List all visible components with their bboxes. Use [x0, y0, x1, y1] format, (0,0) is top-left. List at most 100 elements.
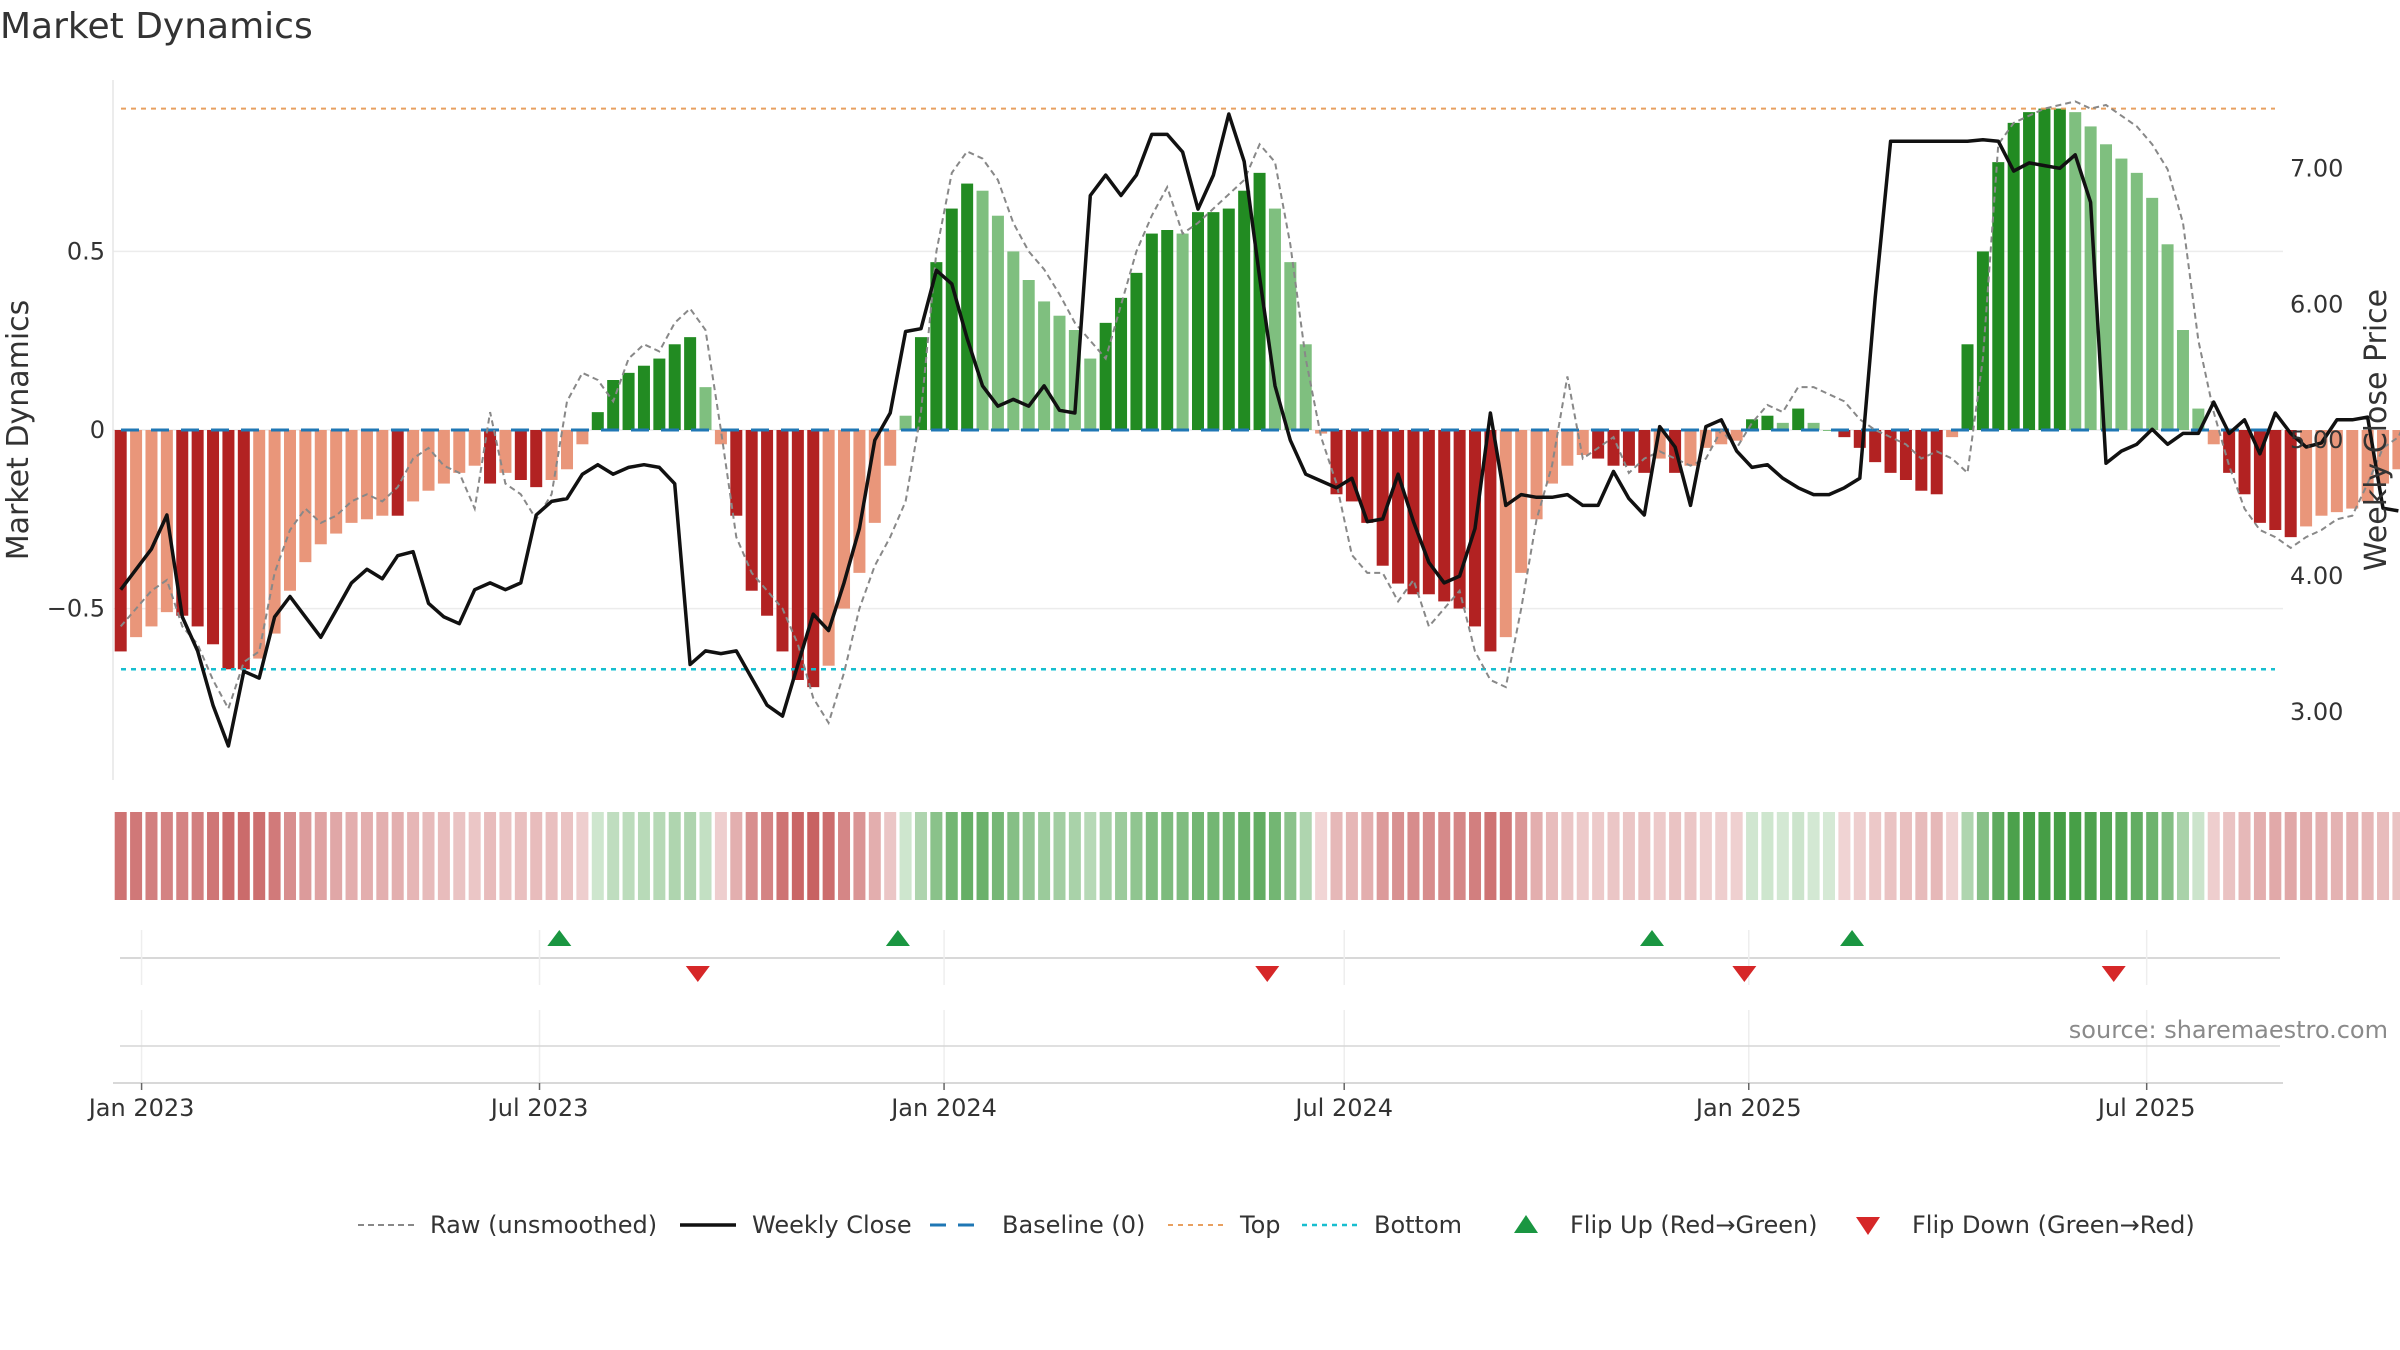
- regime-cell: [1453, 812, 1466, 900]
- dynamics-bar: [899, 415, 912, 430]
- dynamics-bar: [1499, 430, 1512, 638]
- flip-down-marker: [1255, 966, 1280, 982]
- regime-cell: [622, 812, 635, 900]
- regime-cell: [761, 812, 774, 900]
- dynamics-bar: [761, 430, 774, 616]
- regime-cell: [191, 812, 204, 900]
- dynamics-bar: [2146, 197, 2159, 430]
- regime-cell: [1022, 812, 1035, 900]
- legend-swatch: [1514, 1215, 1538, 1233]
- regime-cell: [1499, 812, 1512, 900]
- flip-down-marker: [2101, 966, 2126, 982]
- dynamics-bar: [1484, 430, 1497, 652]
- dynamics-bar: [253, 430, 266, 659]
- regime-cell: [1238, 812, 1251, 900]
- dynamics-bar: [268, 430, 281, 634]
- regime-cell: [1038, 812, 1051, 900]
- dynamics-bar: [191, 430, 204, 627]
- chart-title: Market Dynamics: [0, 6, 313, 47]
- dynamics-bar: [330, 430, 343, 534]
- y-left-tick-label: 0.5: [67, 237, 105, 265]
- dynamics-bar: [976, 190, 989, 430]
- dynamics-bar: [1930, 430, 1943, 495]
- regime-cell: [1084, 812, 1097, 900]
- dynamics-bar: [961, 183, 974, 430]
- x-tick-label: Jul 2024: [1293, 1094, 1393, 1122]
- regime-cell: [2146, 812, 2159, 900]
- regime-cell: [1299, 812, 1312, 900]
- regime-cell: [1746, 812, 1759, 900]
- regime-cell: [1761, 812, 1774, 900]
- legend-label: Weekly Close: [752, 1211, 912, 1239]
- regime-cell: [714, 812, 727, 900]
- regime-cell: [114, 812, 127, 900]
- legend-item: Flip Up (Red→Green): [1514, 1211, 1818, 1239]
- dynamics-bar: [222, 430, 235, 670]
- dynamics-bar: [1407, 430, 1420, 595]
- dynamics-bar: [1099, 322, 1112, 430]
- dynamics-bar: [1792, 408, 1805, 430]
- dynamics-bar: [684, 337, 697, 430]
- dynamics-bar: [1222, 208, 1235, 430]
- dynamics-bar: [2161, 244, 2174, 430]
- regime-cell: [1268, 812, 1281, 900]
- dynamics-bar: [2330, 430, 2343, 513]
- regime-cell: [2253, 812, 2266, 900]
- regime-cell: [160, 812, 173, 900]
- regime-cell: [1176, 812, 1189, 900]
- dynamics-bar: [1084, 358, 1097, 430]
- regime-cell: [360, 812, 373, 900]
- regime-cell: [1930, 812, 1943, 900]
- x-tick-label: Jan 2025: [1694, 1094, 1802, 1122]
- regime-cell: [2084, 812, 2097, 900]
- dynamics-bar: [2053, 108, 2066, 431]
- regime-cell: [1884, 812, 1897, 900]
- dynamics-bar: [668, 344, 681, 430]
- legend-label: Flip Up (Red→Green): [1570, 1211, 1818, 1239]
- regime-cell: [2330, 812, 2343, 900]
- dynamics-bar: [1191, 212, 1205, 430]
- regime-cell: [945, 812, 958, 900]
- dynamics-bar: [2069, 112, 2082, 431]
- legend-item: Top: [1168, 1211, 1281, 1239]
- weekly-close-line: [119, 112, 2399, 748]
- regime-cell: [237, 812, 250, 900]
- flip-up-marker: [547, 930, 572, 946]
- dynamics-bar: [991, 215, 1004, 430]
- regime-cell: [1053, 812, 1066, 900]
- dynamics-bar: [1145, 233, 1158, 430]
- regime-cell: [2238, 812, 2251, 900]
- dynamics-bar: [1115, 297, 1128, 430]
- legend-item: Baseline (0): [930, 1211, 1145, 1239]
- flip-markers-panel: [120, 930, 2280, 985]
- dynamics-bar: [1130, 272, 1143, 430]
- dynamics-bars: [114, 108, 2400, 688]
- dynamics-bar: [745, 430, 758, 591]
- dynamics-bar: [314, 430, 327, 545]
- dynamics-bar: [884, 430, 897, 466]
- dynamics-bar: [2377, 430, 2390, 484]
- dynamics-bar: [299, 430, 312, 563]
- regime-cell: [1361, 812, 1374, 900]
- regime-cell: [2361, 812, 2374, 900]
- dynamics-bar: [622, 372, 635, 430]
- dynamics-bar: [1992, 162, 2005, 430]
- dynamics-bar: [838, 430, 851, 609]
- x-axis-ticks: Jan 2023 Jul 2023 Jan 2024 Jul 2024 Jan 2025…: [87, 1083, 2196, 1122]
- regime-cell: [130, 812, 143, 900]
- dynamics-bar: [453, 430, 466, 473]
- regime-cell: [499, 812, 512, 900]
- regime-cell: [314, 812, 327, 900]
- axes: 0.5 0 −0.5 7.00 6.00 5.00 4.00 3.00: [47, 80, 2343, 780]
- dynamics-bar: [637, 365, 650, 430]
- regime-cell: [1684, 812, 1697, 900]
- regime-cell: [1222, 812, 1235, 900]
- regime-cell: [145, 812, 158, 900]
- dynamics-bar: [545, 430, 558, 480]
- legend-item: Weekly Close: [680, 1211, 912, 1239]
- dynamics-bar: [791, 430, 804, 680]
- dynamics-bar: [1807, 422, 1820, 430]
- dynamics-bar: [1161, 230, 1174, 430]
- dynamics-bar: [1869, 430, 1882, 463]
- regime-strip: [114, 812, 2400, 900]
